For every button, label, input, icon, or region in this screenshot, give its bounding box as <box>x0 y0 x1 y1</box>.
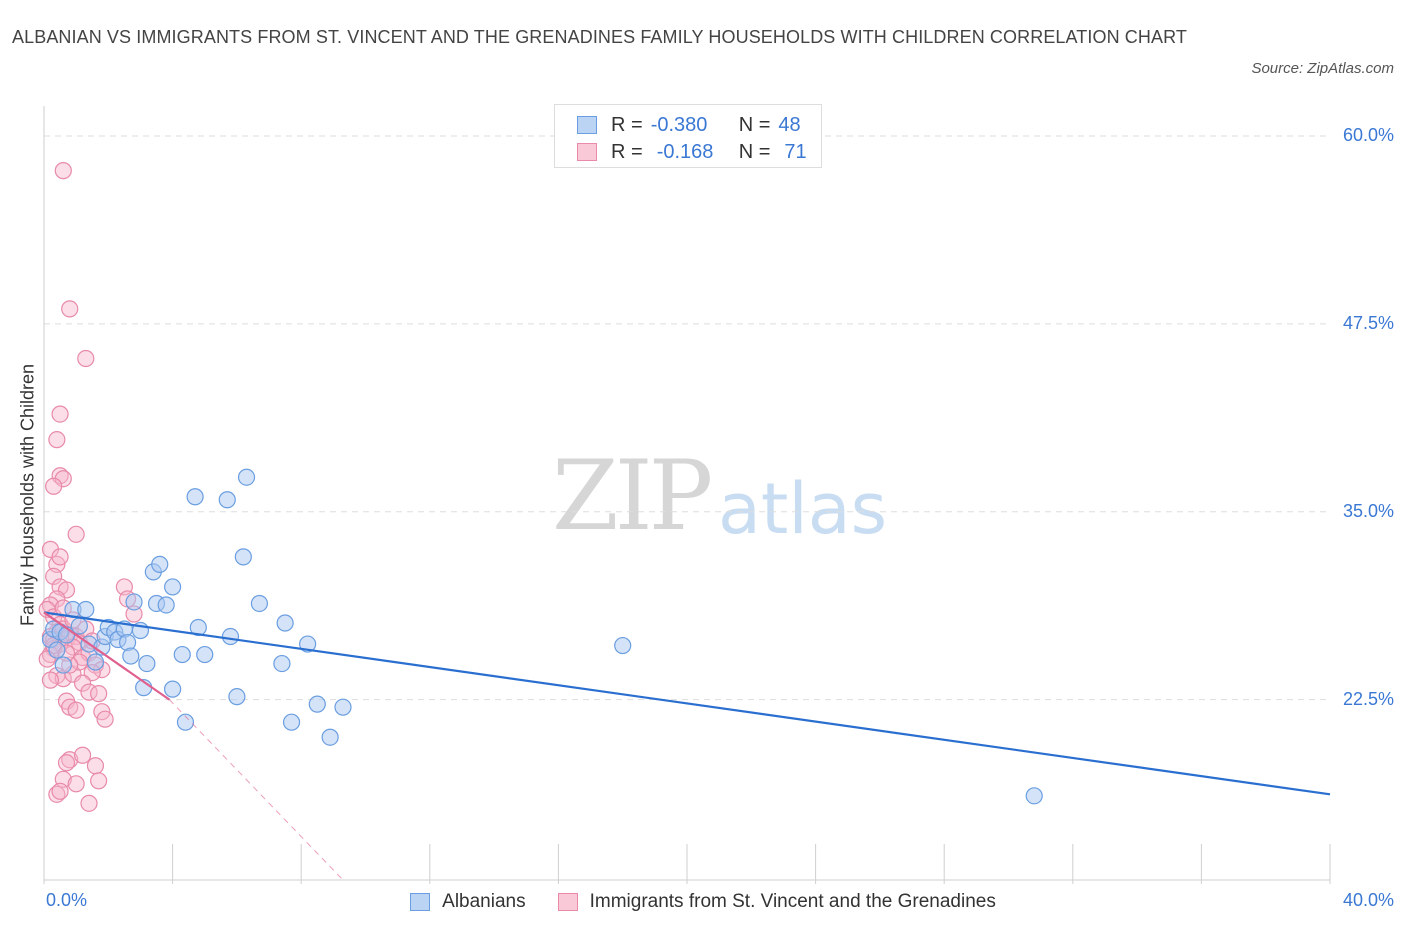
data-point-albanians <box>164 680 182 698</box>
data-point-albanians <box>321 728 339 746</box>
watermark-zip: ZIP <box>552 440 713 552</box>
data-point-immigrants <box>48 785 66 803</box>
y-axis-label: Family Households with Children <box>17 363 38 627</box>
legend-r-value-immigrants: -0.168 <box>656 140 714 163</box>
data-point-albanians <box>218 491 236 509</box>
data-point-immigrants <box>90 685 108 703</box>
data-point-albanians <box>186 488 204 506</box>
trend-line-immigrants-extension <box>169 699 344 881</box>
y-tick-label: 47.5% <box>1342 312 1394 333</box>
series-legend: Albanians Immigrants from St. Vincent an… <box>0 888 1406 916</box>
chart-title: ALBANIAN VS IMMIGRANTS FROM ST. VINCENT … <box>12 27 1187 47</box>
data-point-immigrants <box>51 782 69 800</box>
data-point-albanians <box>164 578 182 596</box>
data-point-immigrants <box>80 794 98 812</box>
data-point-albanians <box>273 654 291 673</box>
data-point-immigrants <box>67 701 85 719</box>
data-point-albanians <box>176 713 195 731</box>
data-point-immigrants <box>45 477 63 495</box>
data-point-albanians <box>70 617 88 635</box>
data-point-immigrants <box>90 772 108 790</box>
data-point-albanians <box>138 654 156 673</box>
legend-item-immigrants[interactable]: Immigrants from St. Vincent and the Gren… <box>557 891 996 913</box>
data-point-albanians <box>77 600 95 619</box>
data-point-immigrants <box>41 671 60 689</box>
data-point-immigrants <box>61 751 79 769</box>
data-point-immigrants <box>77 349 95 368</box>
data-point-immigrants <box>57 754 76 772</box>
data-point-albanians <box>86 653 105 671</box>
data-point-albanians <box>157 596 175 614</box>
legend-swatch-pink <box>577 143 597 161</box>
axes <box>43 106 1331 884</box>
trend-line-immigrants <box>43 611 171 701</box>
data-point-albanians <box>196 645 214 664</box>
trend-lines <box>43 611 1331 881</box>
data-point-albanians <box>614 636 632 655</box>
data-point-albanians <box>276 614 294 632</box>
legend-n-label: N = <box>738 113 771 136</box>
series-immigrants-points <box>38 162 143 812</box>
data-point-albanians <box>122 647 140 665</box>
x-tick-label-min: 0.0% <box>46 890 88 910</box>
y-tick-label: 22.5% <box>1342 688 1394 709</box>
data-point-immigrants <box>48 431 66 449</box>
data-point-albanians <box>228 688 246 706</box>
data-point-albanians <box>308 695 326 713</box>
data-point-albanians <box>173 645 191 664</box>
data-point-immigrants <box>67 775 85 793</box>
legend-n-value-albanians: 48 <box>778 113 801 136</box>
legend-swatch-blue <box>577 116 597 134</box>
data-point-albanians <box>54 656 72 674</box>
data-point-immigrants <box>51 548 69 566</box>
data-point-albanians <box>221 627 240 646</box>
data-point-immigrants <box>48 590 66 608</box>
trend-line-albanians <box>43 611 1331 796</box>
data-point-albanians <box>1025 787 1043 805</box>
legend-swatch-blue <box>410 893 431 911</box>
source-label: Source: ZipAtlas.com <box>1251 60 1394 77</box>
grid-lines <box>44 135 1330 701</box>
data-point-albanians <box>151 555 169 573</box>
legend-swatch-pink <box>557 893 578 911</box>
data-point-albanians <box>237 468 256 486</box>
data-point-albanians <box>48 641 66 659</box>
data-point-immigrants <box>61 300 79 318</box>
data-point-immigrants <box>51 405 69 423</box>
y-tick-label: 35.0% <box>1342 500 1394 521</box>
data-point-immigrants <box>45 567 63 586</box>
data-point-immigrants <box>73 746 92 764</box>
data-point-albanians <box>250 594 269 613</box>
data-point-albanians <box>299 635 317 653</box>
data-point-albanians <box>334 698 352 716</box>
watermark-atlas: atlas <box>718 468 888 550</box>
y-tick-label: 60.0% <box>1342 125 1394 146</box>
series-albanians-points <box>41 468 1043 805</box>
legend-r-label: R = <box>611 140 643 163</box>
x-tick-label-max: 40.0% <box>1342 890 1394 910</box>
data-point-immigrants <box>73 674 92 692</box>
legend-label-albanians: Albanians <box>442 891 526 912</box>
legend-n-label: N = <box>738 140 771 163</box>
data-point-immigrants <box>86 757 105 775</box>
legend-row-albanians: R = -0.380 N = 48 <box>577 113 801 137</box>
data-point-albanians <box>189 618 207 637</box>
data-point-immigrants <box>67 525 85 543</box>
legend-r-value-albanians: -0.380 <box>650 113 708 136</box>
data-point-albanians <box>282 713 301 731</box>
legend-r-label: R = <box>611 113 643 136</box>
legend-label-immigrants: Immigrants from St. Vincent and the Gren… <box>589 891 996 912</box>
correlation-legend: R = -0.380 N = 48 R = -0.168 N = 71 <box>554 104 822 168</box>
data-point-immigrants <box>54 162 72 180</box>
data-point-immigrants <box>51 467 69 485</box>
data-point-albanians <box>125 593 143 611</box>
legend-row-immigrants: R = -0.168 N = 71 <box>577 140 807 164</box>
legend-item-albanians[interactable]: Albanians <box>410 891 526 913</box>
legend-n-value-immigrants: 71 <box>784 140 807 163</box>
data-point-albanians <box>234 548 252 566</box>
data-point-immigrants <box>96 710 114 728</box>
